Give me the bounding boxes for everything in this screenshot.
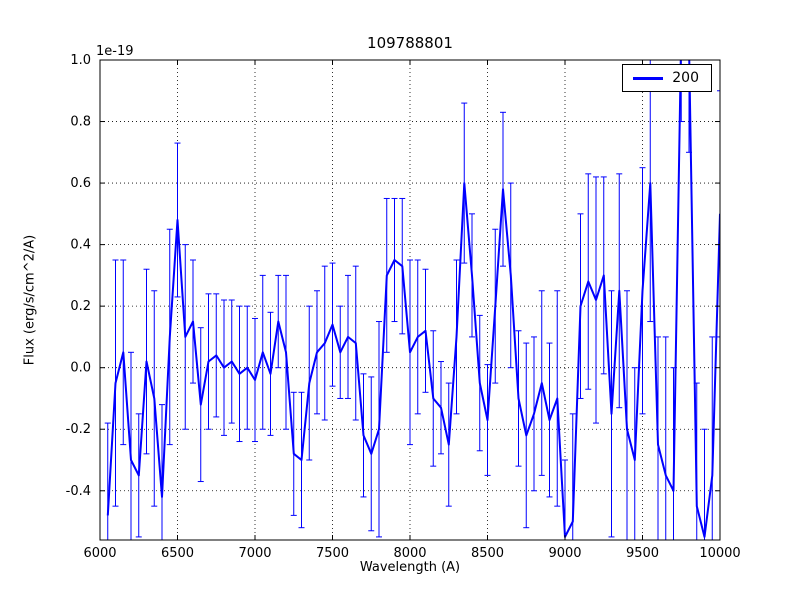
- y-tick-label: 0.0: [70, 361, 91, 376]
- legend: 200: [622, 64, 712, 92]
- y-tick-label: -0.2: [66, 422, 91, 437]
- spectrum-line: [106, 60, 720, 538]
- y-tick-label: -0.4: [66, 484, 91, 499]
- x-tick-label: 9000: [548, 546, 581, 561]
- x-tick-label: 6000: [83, 546, 116, 561]
- x-tick-label: 7000: [238, 546, 271, 561]
- chart-title: 109788801: [367, 34, 453, 52]
- y-tick-label: 1.0: [70, 53, 91, 68]
- x-tick-label: 7500: [316, 546, 349, 561]
- y-axis-offset-text: 1e-19: [96, 44, 134, 59]
- x-axis-label: Wavelength (A): [359, 560, 461, 575]
- legend-entry-label: 200: [672, 70, 699, 86]
- y-tick-label: 0.2: [70, 299, 91, 314]
- y-tick-label: 0.6: [70, 176, 91, 191]
- y-tick-label: 0.4: [70, 238, 91, 253]
- axis-ticks: [99, 59, 721, 540]
- y-axis-label: Flux (erg/s/cm^2/A): [22, 234, 38, 366]
- x-tick-label: 10000: [699, 546, 740, 561]
- x-tick-label: 9500: [626, 546, 659, 561]
- tick-labels: 6000 6500 7000 7500 8000 8500 9000 9500 10000 -0.…: [66, 53, 741, 561]
- y-tick-label: 0.8: [70, 115, 91, 130]
- x-tick-label: 6500: [161, 546, 194, 561]
- legend-line-sample: [633, 76, 664, 80]
- x-tick-label: 8000: [393, 546, 426, 561]
- x-tick-label: 8500: [471, 546, 504, 561]
